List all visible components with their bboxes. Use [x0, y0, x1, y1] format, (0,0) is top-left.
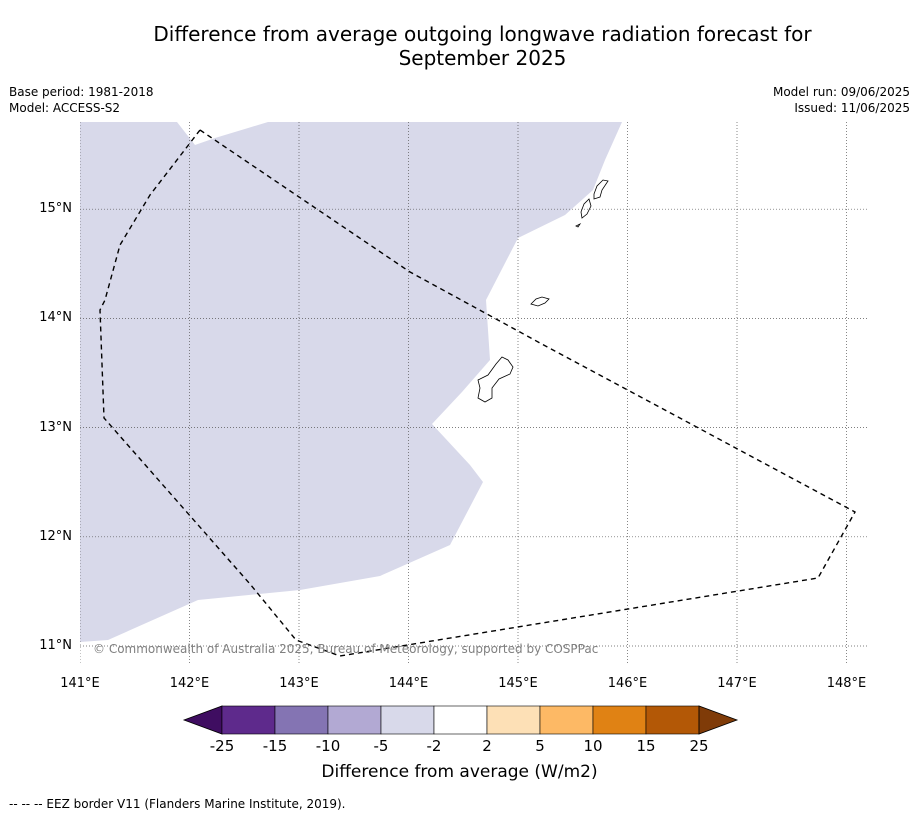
map-title-line1: Difference from average outgoing longwav…	[153, 22, 812, 46]
colorbar-tick-label: 5	[535, 737, 545, 755]
colorbar-box	[592, 705, 647, 735]
latitude-label: 11°N	[39, 638, 72, 653]
map-title: Difference from average outgoing longwav…	[40, 22, 919, 70]
model-run-info: Model run: 09/06/2025 Issued: 11/06/2025	[773, 84, 910, 116]
island-aguijan	[575, 222, 582, 228]
colorbar-tick-label: 10	[583, 737, 603, 755]
base-period-info: Base period: 1981-2018 Model: ACCESS-S2	[9, 84, 154, 116]
eez-footnote: -- -- -- EEZ border V11 (Flanders Marine…	[9, 797, 346, 811]
latitude-label: 12°N	[39, 528, 72, 544]
colorbar-tick-label: 25	[689, 737, 709, 755]
anomaly-region-negative	[80, 122, 622, 642]
colorbar-box	[645, 705, 700, 735]
colorbar-tick-label: -10	[315, 737, 341, 755]
colorbar-tick-label: -25	[209, 737, 235, 755]
map-title-line2: September 2025	[398, 46, 567, 70]
longitude-label: 145°E	[498, 676, 538, 691]
longitude-label: 144°E	[388, 676, 429, 691]
island-rota	[530, 296, 550, 307]
copyright-notice: © Commonwealth of Australia 2025, Bureau…	[93, 642, 599, 656]
colorbar-box	[486, 705, 541, 735]
colorbar-tick-label: -15	[262, 737, 288, 755]
island-saipan	[593, 179, 609, 200]
longitude-label: 148°E	[826, 676, 867, 691]
colorbar-box	[221, 705, 276, 735]
colorbar-tick-label: 2	[482, 737, 492, 755]
colorbar-title: Difference from average (W/m2)	[321, 762, 598, 782]
longitude-label: 146°E	[607, 676, 648, 691]
latitude-label: 14°N	[39, 310, 72, 326]
island-guam	[477, 356, 514, 403]
model-run-date: Model run: 09/06/2025	[772, 85, 910, 99]
colorbar-box	[539, 705, 594, 735]
colorbar-extend-low	[182, 705, 223, 735]
colorbar-box	[274, 705, 329, 735]
colorbar-box	[433, 705, 488, 735]
issued-date: Issued: 11/06/2025	[794, 101, 910, 115]
latitude-label: 13°N	[39, 419, 72, 435]
latitude-label: 15°N	[39, 201, 72, 217]
longitude-label: 147°E	[717, 676, 757, 691]
colorbar-boxes	[182, 705, 739, 735]
base-period: Base period: 1981-2018	[9, 85, 154, 99]
longitude-label: 142°E	[169, 676, 210, 691]
colorbar-box	[380, 705, 435, 735]
island-tinian	[580, 198, 592, 219]
colorbar-tick-label: -2	[426, 737, 442, 755]
longitude-label: 143°E	[279, 676, 319, 691]
colorbar-tick-label: -5	[373, 737, 389, 755]
colorbar-box	[327, 705, 382, 735]
longitude-label: 141°E	[60, 676, 100, 691]
colorbar-extend-high	[698, 705, 739, 735]
model-name: Model: ACCESS-S2	[9, 101, 121, 115]
gridlines	[80, 122, 868, 664]
eez-border	[99, 129, 856, 657]
colorbar-tick-label: 15	[636, 737, 656, 755]
